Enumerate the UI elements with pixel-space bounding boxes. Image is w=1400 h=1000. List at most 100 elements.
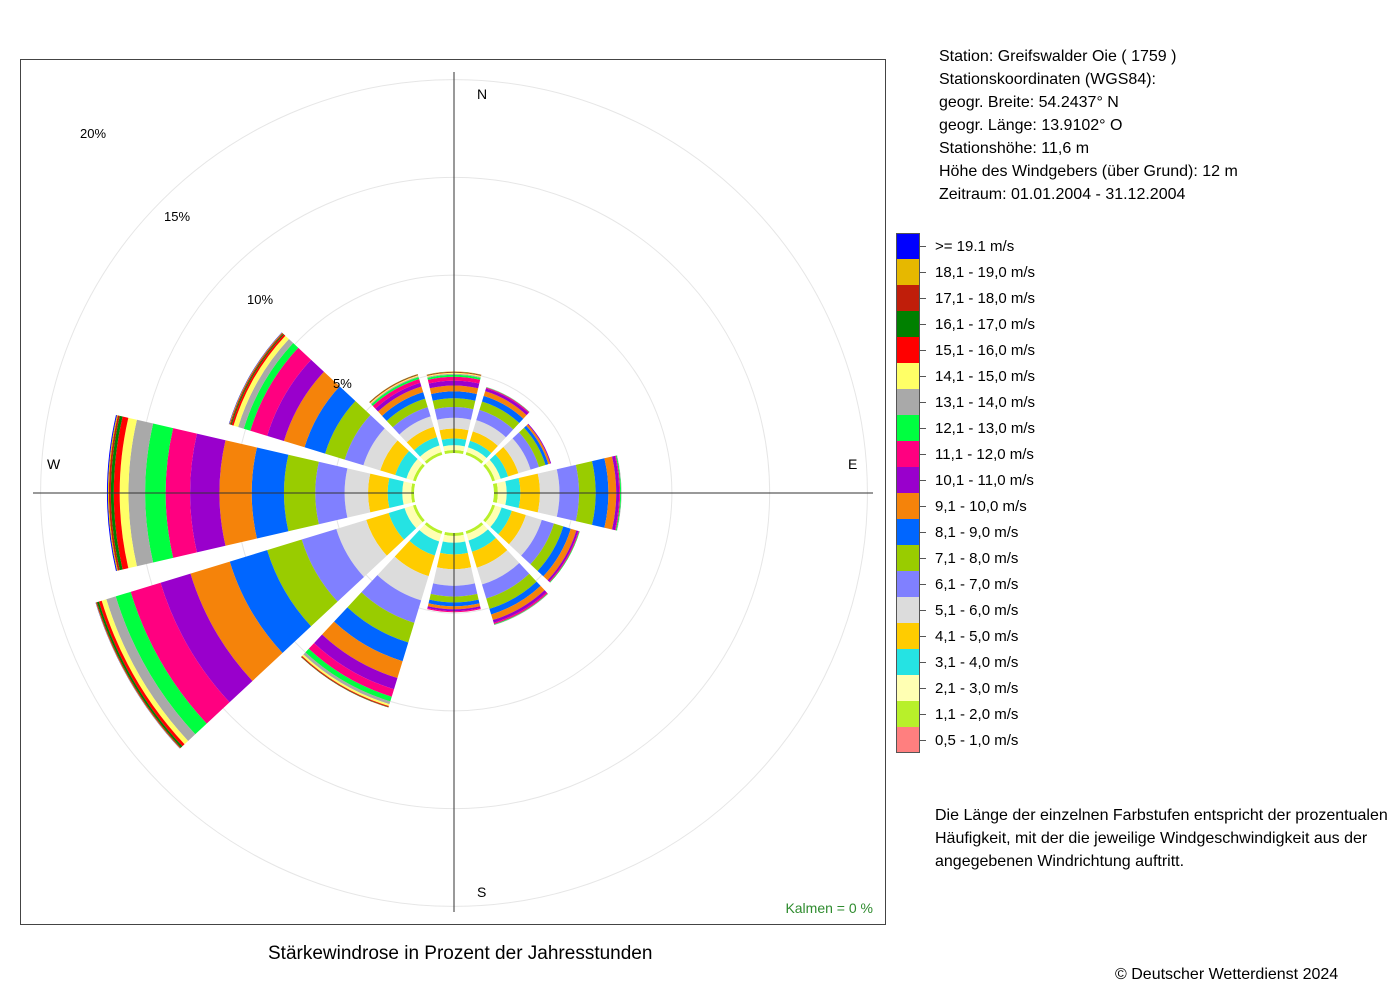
wedge-240-class-13: [106, 596, 196, 741]
wedge-210-class-8: [334, 607, 409, 662]
wedge-60-class-5: [503, 438, 531, 474]
legend-tick: [920, 324, 926, 325]
wedge-300-class-9: [283, 371, 340, 448]
wedge-60-class-9: [526, 424, 551, 465]
wedge-300-class-3: [395, 451, 418, 479]
wedge-330-class-4: [406, 426, 437, 451]
wedge-0-class-15: [426, 372, 482, 376]
compass-west-label: W: [47, 456, 61, 472]
wedge-300-class-2: [406, 459, 423, 481]
legend-description: Die Länge der einzelnen Farbstufen entsp…: [935, 804, 1395, 873]
legend-tick: [920, 454, 926, 455]
wedge-180-class-11: [427, 608, 481, 613]
legend-swatch: [896, 415, 920, 441]
legend-label: 0,5 - 1,0 m/s: [935, 732, 1019, 749]
wedge-240-class-4: [366, 512, 405, 556]
legend-item: 15,1 - 16,0 m/s: [896, 337, 1096, 363]
legend-tick: [920, 662, 926, 663]
legend-swatch: [896, 259, 920, 285]
wedge-0-class-12: [427, 374, 481, 380]
wedge-150-class-5: [476, 550, 520, 585]
wedge-60-class-6: [512, 432, 539, 470]
station-info: Station: Greifswalder Oie ( 1759 ) Stati…: [939, 45, 1238, 206]
wedge-330-class-9: [378, 386, 424, 416]
legend-tick: [920, 376, 926, 377]
wedge-60-class-8: [524, 425, 549, 466]
legend-item: 11,1 - 12,0 m/s: [896, 441, 1096, 467]
wedge-210-class-9: [322, 621, 403, 679]
legend-label: 1,1 - 2,0 m/s: [935, 706, 1019, 723]
wedge-300-class-12: [243, 343, 299, 431]
legend-item: 0,5 - 1,0 m/s: [896, 727, 1096, 753]
legend-item: 17,1 - 18,0 m/s: [896, 285, 1096, 311]
wedge-90-class-13: [616, 455, 622, 531]
legend-swatch: [896, 493, 920, 519]
legend-item: 2,1 - 3,0 m/s: [896, 675, 1096, 701]
wedge-210-class-10: [314, 634, 398, 690]
wedge-330-class-5: [399, 416, 434, 443]
ring-label-20: 20%: [80, 126, 107, 141]
wedge-150-class-7: [486, 573, 537, 609]
wedge-150-class-4: [471, 537, 508, 568]
wedge-60-class-7: [519, 427, 546, 468]
wedge-330-class-2: [420, 445, 442, 462]
wedge-0-class-14: [426, 372, 482, 377]
legend-label: 9,1 - 10,0 m/s: [935, 498, 1027, 515]
compass-north-label: N: [477, 86, 488, 102]
wedge-60-class-2: [485, 459, 501, 481]
legend-label: 17,1 - 18,0 m/s: [935, 290, 1036, 307]
wedge-240-class-6: [301, 528, 364, 602]
wedge-150-class-9: [491, 585, 545, 621]
legend-label: 13,1 - 14,0 m/s: [935, 394, 1036, 411]
legend-label: 4,1 - 5,0 m/s: [935, 628, 1019, 645]
station-longitude: geogr. Länge: 13.9102° O: [939, 117, 1123, 134]
legend-item: 9,1 - 10,0 m/s: [896, 493, 1096, 519]
wedge-30-class-1: [465, 451, 484, 464]
legend-tick: [920, 428, 926, 429]
wedge-150-class-2: [466, 524, 488, 541]
legend-swatch: [896, 675, 920, 701]
wedge-240-class-14: [101, 599, 189, 745]
time-period: Zeitraum: 01.01.2004 - 31.12.2004: [939, 186, 1186, 203]
wedge-30-class-7: [479, 401, 520, 430]
legend-item: 5,1 - 6,0 m/s: [896, 597, 1096, 623]
legend-label: 7,1 - 8,0 m/s: [935, 550, 1019, 567]
legend-label: 2,1 - 3,0 m/s: [935, 680, 1019, 697]
wedge-120-class-1: [483, 504, 496, 523]
wedge-30-class-10: [485, 388, 529, 416]
wedge-30-class-9: [483, 391, 527, 419]
wedge-0-class-13: [427, 373, 481, 378]
calm-value: Kalmen = 0 %: [785, 900, 873, 916]
legend-label: >= 19.1 m/s: [935, 238, 1015, 255]
wedge-30-class-8: [481, 395, 524, 423]
wedge-60-class-4: [495, 447, 519, 477]
wedge-120-class-8: [537, 526, 571, 577]
legend-tick: [920, 610, 926, 611]
anemometer-height: Höhe des Windgebers (über Grund): 12 m: [939, 163, 1238, 180]
wedge-210-class-5: [377, 556, 429, 601]
station-coordinates-heading: Stationskoordinaten (WGS84):: [939, 71, 1156, 88]
legend-label: 18,1 - 19,0 m/s: [935, 264, 1036, 281]
legend-item: 8,1 - 9,0 m/s: [896, 519, 1096, 545]
legend-tick: [920, 506, 926, 507]
wedge-330-class-11: [372, 379, 421, 409]
wedge-210-class-7: [347, 592, 415, 643]
wedge-30-class-5: [472, 420, 506, 446]
wedge-90-class-12: [615, 455, 622, 531]
wedge-270-class-19: [107, 414, 117, 572]
wedge-300-class-6: [344, 415, 385, 466]
wedge-300-class-1: [412, 463, 425, 482]
wedge-150-class-1: [465, 522, 484, 535]
wedge-120-class-7: [530, 523, 564, 571]
legend-tick: [920, 246, 926, 247]
legend-item: 7,1 - 8,0 m/s: [896, 545, 1096, 571]
wedge-300-class-11: [250, 347, 312, 436]
wedge-150-class-8: [489, 581, 541, 615]
legend-label: 5,1 - 6,0 m/s: [935, 602, 1019, 619]
wedge-120-class-10: [547, 530, 579, 582]
legend-tick: [920, 532, 926, 533]
wedge-210-class-6: [361, 575, 422, 623]
wedge-300-class-8: [304, 386, 356, 454]
wedge-240-class-3: [388, 508, 417, 540]
legend-tick: [920, 402, 926, 403]
